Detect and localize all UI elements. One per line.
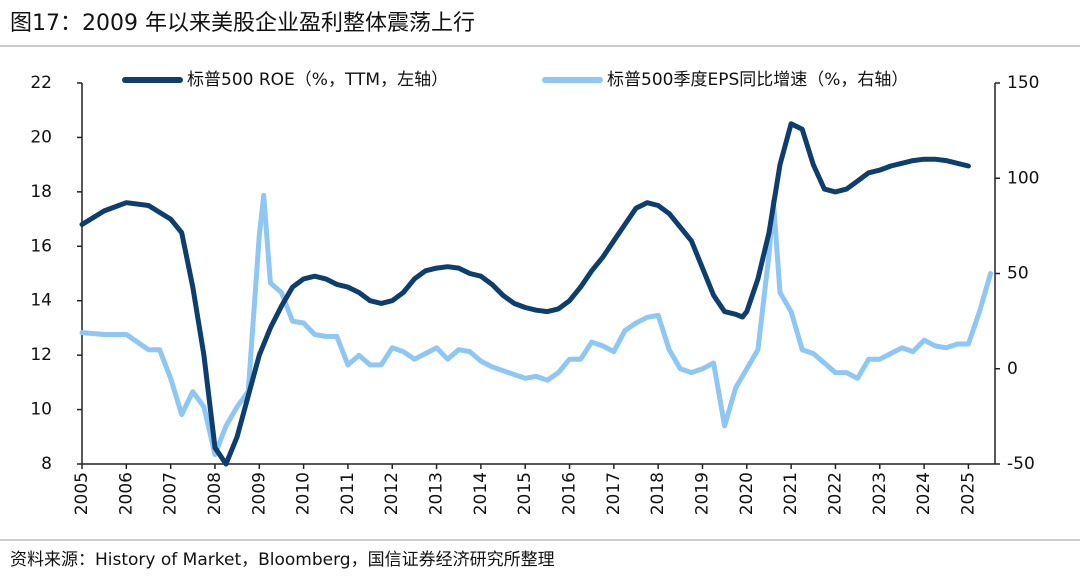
x-tick-label: 2023	[870, 472, 890, 515]
y-tick-label: 18	[30, 182, 52, 202]
y-tick-label: 14	[30, 291, 52, 311]
x-tick-label: 2009	[249, 472, 269, 515]
x-tick-label: 2015	[515, 472, 535, 515]
x-tick-label: 2012	[382, 472, 402, 515]
x-tick-label: 2005	[72, 472, 92, 515]
y-tick-label: 8	[41, 454, 52, 474]
y-tick-label: 16	[30, 236, 52, 256]
y2-tick-label: 50	[1007, 264, 1029, 284]
x-tick-label: 2014	[471, 472, 491, 515]
y2-tick-label: -50	[1007, 454, 1035, 474]
y-tick-label: 20	[30, 127, 52, 147]
source: 资料来源：History of Market，Bloomberg，国信证券经济研…	[10, 550, 555, 570]
series-line	[79, 121, 971, 467]
x-tick-label: 2007	[161, 472, 181, 515]
y2-tick-label: 150	[1007, 73, 1039, 93]
x-tick-label: 2011	[338, 472, 358, 515]
y-tick-label: 22	[30, 73, 52, 93]
legend-label: 标普500季度EPS同比增速（%，右轴）	[607, 70, 908, 90]
series-line	[79, 192, 994, 457]
x-tick-label: 2018	[648, 472, 668, 515]
y-tick-label: 10	[30, 400, 52, 420]
chart-title: 图17：2009 年以来美股企业盈利整体震荡上行	[10, 11, 475, 36]
x-tick-label: 2017	[604, 472, 624, 515]
y2-tick-label: 0	[1007, 359, 1018, 379]
x-tick-label: 2021	[781, 472, 801, 515]
y2-tick-label: 100	[1007, 168, 1039, 188]
legend-label: 标普500 ROE（%，TTM，左轴）	[187, 70, 448, 90]
x-tick-label: 2025	[958, 472, 978, 515]
x-tick-label: 2006	[116, 472, 136, 515]
x-tick-label: 2022	[825, 472, 845, 515]
x-tick-label: 2024	[914, 472, 934, 515]
x-tick-label: 2020	[737, 472, 757, 515]
y-tick-label: 12	[30, 345, 52, 365]
x-tick-label: 2016	[560, 472, 580, 515]
x-tick-label: 2013	[427, 472, 447, 515]
x-tick-label: 2019	[692, 472, 712, 515]
x-tick-label: 2008	[205, 472, 225, 515]
x-tick-label: 2010	[294, 472, 314, 515]
